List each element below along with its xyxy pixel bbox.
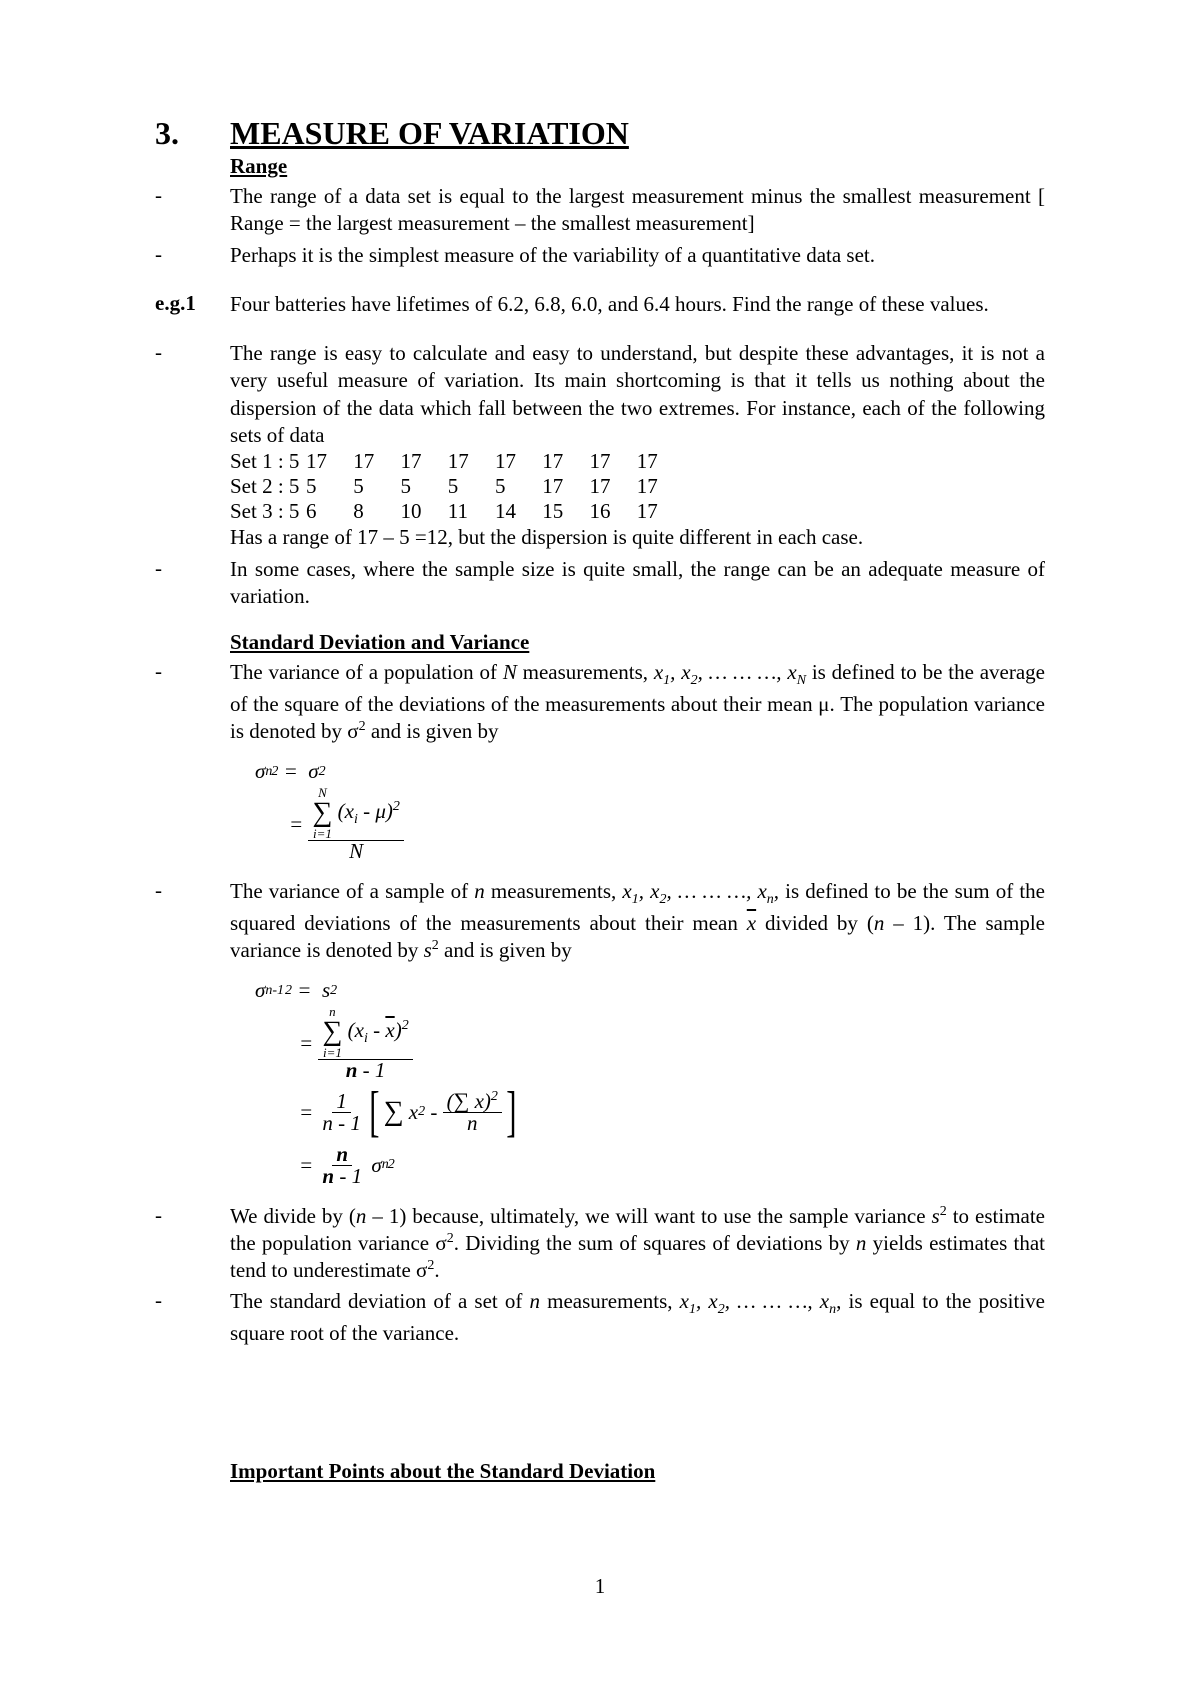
sym-n: n xyxy=(474,879,485,903)
val: 15 xyxy=(542,499,584,524)
text: In some cases, where the sample size is … xyxy=(230,556,1045,611)
text: Has a range of 17 – 5 =12, but the dispe… xyxy=(230,524,1045,551)
section-title: MEASURE OF VARIATION xyxy=(230,115,629,152)
bullet: - xyxy=(155,242,230,269)
t: and is given by xyxy=(371,719,499,743)
val: 5 xyxy=(306,474,348,499)
set3-row: Set 3 : 5 6 8 10 11 14 15 16 17 xyxy=(230,499,1045,524)
range-point-1: - The range of a data set is equal to th… xyxy=(155,183,1045,238)
val: 17 xyxy=(495,449,537,474)
bullet: - xyxy=(155,878,230,964)
val: 17 xyxy=(542,474,584,499)
sdvar-p1: - The variance of a population of N meas… xyxy=(155,659,1045,745)
val: 5 xyxy=(495,474,537,499)
val: 14 xyxy=(495,499,537,524)
section-number: 3. xyxy=(155,115,230,152)
sdvar-p2: - The variance of a sample of n measurem… xyxy=(155,878,1045,964)
t: . Dividing the sum of squares of deviati… xyxy=(454,1231,856,1255)
range-point-2: - Perhaps it is the simplest measure of … xyxy=(155,242,1045,269)
t: . xyxy=(434,1258,439,1282)
val: 10 xyxy=(401,499,443,524)
sample-variance-formula: σn-12 = s2 = n∑i=1 (xi - x)2 n - 1 = 1n … xyxy=(255,980,1045,1186)
val: 6 xyxy=(306,499,348,524)
val: 17 xyxy=(401,449,443,474)
t: The variance of a sample of xyxy=(230,879,474,903)
text: The range of a data set is equal to the … xyxy=(230,183,1045,238)
set-values: 17 17 17 17 17 17 17 17 xyxy=(306,449,679,474)
bullet: - xyxy=(155,1288,230,1347)
val: 17 xyxy=(306,449,348,474)
bullet: - xyxy=(155,340,230,449)
text: We divide by (n – 1) because, ultimately… xyxy=(230,1203,1045,1285)
text: The standard deviation of a set of n mea… xyxy=(230,1288,1045,1347)
data-sets: Set 1 : 5 17 17 17 17 17 17 17 17 Set 2 … xyxy=(230,449,1045,524)
t: The standard deviation of a set of xyxy=(230,1289,530,1313)
val: 17 xyxy=(637,449,679,474)
t: because, ultimately, we will want to use… xyxy=(406,1204,931,1228)
val: 17 xyxy=(637,499,679,524)
example-text: Four batteries have lifetimes of 6.2, 6.… xyxy=(230,291,1045,318)
important-heading: Important Points about the Standard Devi… xyxy=(230,1459,1045,1484)
bullet: - xyxy=(155,1203,230,1285)
val: 5 xyxy=(401,474,443,499)
set-label: Set 2 : 5 xyxy=(230,474,306,499)
set-label: Set 3 : 5 xyxy=(230,499,306,524)
val: 8 xyxy=(353,499,395,524)
set-values: 5 5 5 5 5 17 17 17 xyxy=(306,474,679,499)
bullet: - xyxy=(155,659,230,745)
val: 17 xyxy=(590,474,632,499)
bullet: - xyxy=(155,556,230,611)
set2-row: Set 2 : 5 5 5 5 5 5 17 17 17 xyxy=(230,474,1045,499)
set-label: Set 1 : 5 xyxy=(230,449,306,474)
denom: N xyxy=(345,841,367,862)
val: 5 xyxy=(448,474,490,499)
t: measurements, xyxy=(517,660,654,684)
set1-row: Set 1 : 5 17 17 17 17 17 17 17 17 xyxy=(230,449,1045,474)
sym-mu: μ xyxy=(818,692,829,716)
range-point-3: - The range is easy to calculate and eas… xyxy=(155,340,1045,449)
val: 17 xyxy=(590,449,632,474)
text: The variance of a sample of n measuremen… xyxy=(230,878,1045,964)
range-point-4: Has a range of 17 – 5 =12, but the dispe… xyxy=(155,524,1045,551)
val: 17 xyxy=(542,449,584,474)
t: and is given by xyxy=(439,938,572,962)
sdvar-heading: Standard Deviation and Variance xyxy=(230,630,1045,655)
range-point-5: - In some cases, where the sample size i… xyxy=(155,556,1045,611)
t: measurements, xyxy=(540,1289,680,1313)
range-heading: Range xyxy=(230,154,1045,179)
example-1: e.g.1 Four batteries have lifetimes of 6… xyxy=(155,291,1045,318)
val: 11 xyxy=(448,499,490,524)
set-values: 6 8 10 11 14 15 16 17 xyxy=(306,499,679,524)
val: 16 xyxy=(590,499,632,524)
page: 3. MEASURE OF VARIATION Range - The rang… xyxy=(0,0,1200,1659)
example-label: e.g.1 xyxy=(155,291,230,318)
sdvar-p4: - The standard deviation of a set of n m… xyxy=(155,1288,1045,1347)
sdvar-p3: - We divide by (n – 1) because, ultimate… xyxy=(155,1203,1045,1285)
val: 17 xyxy=(353,449,395,474)
text: The range is easy to calculate and easy … xyxy=(230,340,1045,449)
bullet: - xyxy=(155,183,230,238)
sym-N: N xyxy=(503,660,517,684)
t: The variance of a population of xyxy=(230,660,503,684)
val: 17 xyxy=(448,449,490,474)
val: 5 xyxy=(353,474,395,499)
text: Perhaps it is the simplest measure of th… xyxy=(230,242,1045,269)
t: divided by xyxy=(756,911,867,935)
bullet xyxy=(155,524,230,551)
t: We divide by xyxy=(230,1204,349,1228)
t: measurements, xyxy=(485,879,623,903)
val: 17 xyxy=(637,474,679,499)
population-variance-formula: σn2 = σ2 = N∑i=1 (xi - μ)2 N xyxy=(255,761,1045,862)
text: The variance of a population of N measur… xyxy=(230,659,1045,745)
section-header: 3. MEASURE OF VARIATION xyxy=(155,115,1045,152)
sym-sigma: σ xyxy=(347,719,358,743)
page-number: 1 xyxy=(155,1574,1045,1599)
